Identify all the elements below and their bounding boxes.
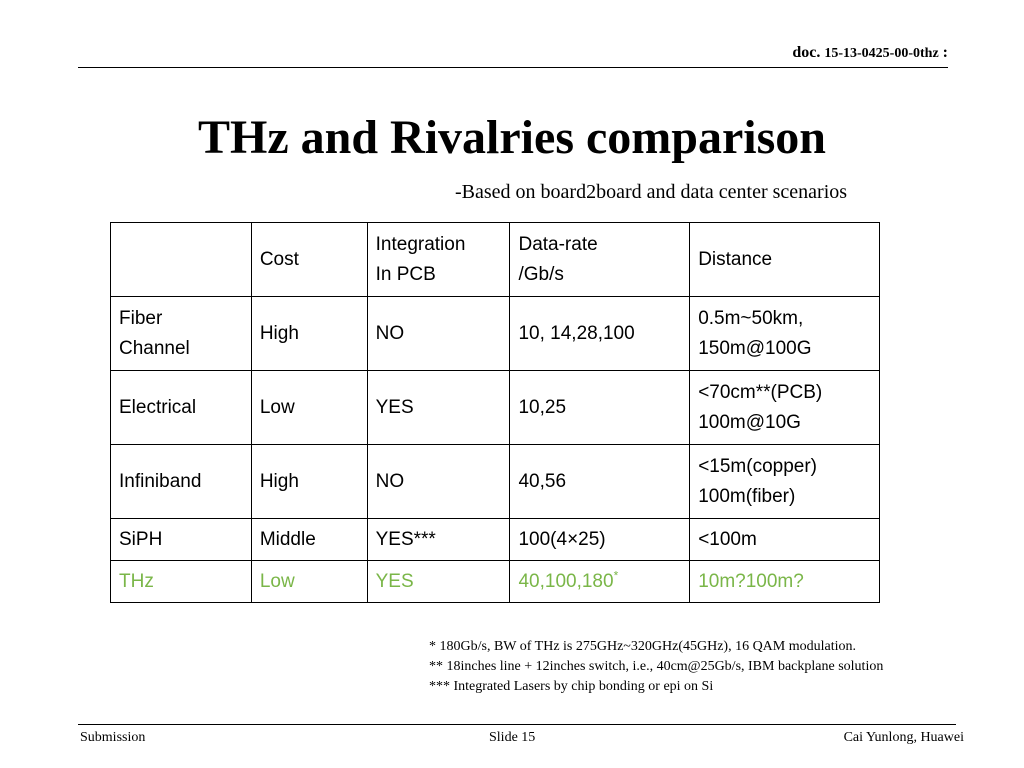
table-row-electrical: Electrical Low YES 10,25 <70cm**(PCB) 10… (110, 370, 880, 445)
distance-line-1: 10m?100m? (698, 570, 804, 592)
page-title: THz and Rivalries comparison (197, 111, 826, 164)
header-cell-data-rate: Data-rate /Gb/s (509, 222, 691, 297)
header-data-rate-line-2: /Gb/s (518, 263, 564, 285)
distance-line-1: <15m(copper) (698, 455, 817, 477)
data-rate-value: 40,100,180 (518, 570, 614, 592)
header-cell-cost: Cost (250, 222, 368, 297)
header-data-rate-line-1: Data-rate (518, 233, 598, 255)
cell-cost: Low (250, 560, 368, 603)
header-divider (78, 67, 948, 68)
cell-integration: YES (366, 560, 511, 603)
footnotes: * 180Gb/s, BW of THz is 275GHz~320GHz(45… (429, 637, 883, 697)
cell-technology: Fiber Channel (110, 296, 252, 371)
table-row-infiniband: Infiniband High NO 40,56 <15m(copper) 10… (110, 444, 880, 519)
header-cell-distance: Distance (689, 222, 880, 297)
technology-line-1: THz (119, 570, 154, 592)
cell-technology: Electrical (110, 370, 252, 445)
distance-line-1: <70cm**(PCB) (698, 381, 823, 403)
footer-slide-number: Slide 15 (489, 730, 536, 745)
page-subtitle: -Based on board2board and data center sc… (455, 181, 848, 203)
doc-number: 15-13-0425-00-0thz (824, 46, 939, 61)
footer-divider (78, 724, 956, 725)
cell-distance: <100m (689, 518, 880, 561)
header-cost-text: Cost (259, 248, 299, 270)
cell-data-rate: 40,56 (509, 444, 691, 519)
cell-integration: NO (366, 296, 511, 371)
technology-line-1: Infiniband (119, 470, 202, 492)
comparison-table: Cost Integration In PCB Data-rate /Gb/s … (110, 222, 880, 603)
cell-data-rate: 10,25 (509, 370, 691, 445)
footnote-3: *** Integrated Lasers by chip bonding or… (429, 679, 714, 694)
header-integration-line-1: Integration (375, 233, 466, 255)
cell-data-rate: 100(4×25) (509, 518, 691, 561)
header-cell-integration: Integration In PCB (366, 222, 511, 297)
cell-cost: High (250, 296, 368, 371)
cell-cost: Low (250, 370, 368, 445)
cell-distance: 0.5m~50km, 150m@100G (689, 296, 880, 371)
cell-technology: SiPH (110, 518, 252, 561)
footnote-1: * 180Gb/s, BW of THz is 275GHz~320GHz(45… (429, 639, 857, 654)
table-row-fiber-channel: Fiber Channel High NO 10, 14,28,100 0.5m… (110, 296, 880, 371)
header-integration-line-2: In PCB (375, 263, 436, 285)
cell-distance: <15m(copper) 100m(fiber) (689, 444, 880, 519)
cell-data-rate: 10, 14,28,100 (509, 296, 691, 371)
cell-integration: NO (366, 444, 511, 519)
cell-technology: Infiniband (110, 444, 252, 519)
footnote-2: ** 18inches line + 12inches switch, i.e.… (429, 659, 884, 674)
table-row-thz: THz Low YES 40,100,180* 10m?100m? (110, 560, 880, 603)
cell-integration: YES (366, 370, 511, 445)
footnote-marker: * (613, 568, 619, 583)
document-header: doc. 15-13-0425-00-0thz : (792, 44, 948, 62)
distance-line-1: <100m (698, 528, 757, 550)
doc-suffix: : (942, 44, 948, 61)
technology-line-2: Channel (119, 337, 190, 359)
table-header-row: Cost Integration In PCB Data-rate /Gb/s … (110, 222, 880, 297)
distance-line-2: 100m@10G (698, 411, 801, 433)
cell-distance: 10m?100m? (689, 560, 880, 603)
table-row-siph: SiPH Middle YES*** 100(4×25) <100m (110, 518, 880, 561)
distance-line-2: 100m(fiber) (698, 485, 796, 507)
cell-data-rate: 40,100,180* (509, 560, 691, 603)
technology-line-1: Electrical (119, 396, 197, 418)
technology-line-1: SiPH (119, 528, 163, 550)
distance-line-1: 0.5m~50km, (698, 307, 804, 329)
footer-author: Cai Yunlong, Huawei (843, 730, 964, 745)
technology-line-1: Fiber (119, 307, 163, 329)
distance-line-2: 150m@100G (698, 337, 812, 359)
footer-submission: Submission (80, 730, 146, 745)
cell-integration: YES*** (366, 518, 511, 561)
cell-distance: <70cm**(PCB) 100m@10G (689, 370, 880, 445)
doc-prefix: doc. (792, 44, 821, 61)
cell-technology: THz (110, 560, 252, 603)
header-distance-text: Distance (698, 248, 773, 270)
cell-cost: Middle (250, 518, 368, 561)
cell-cost: High (250, 444, 368, 519)
header-cell-blank (110, 222, 252, 297)
